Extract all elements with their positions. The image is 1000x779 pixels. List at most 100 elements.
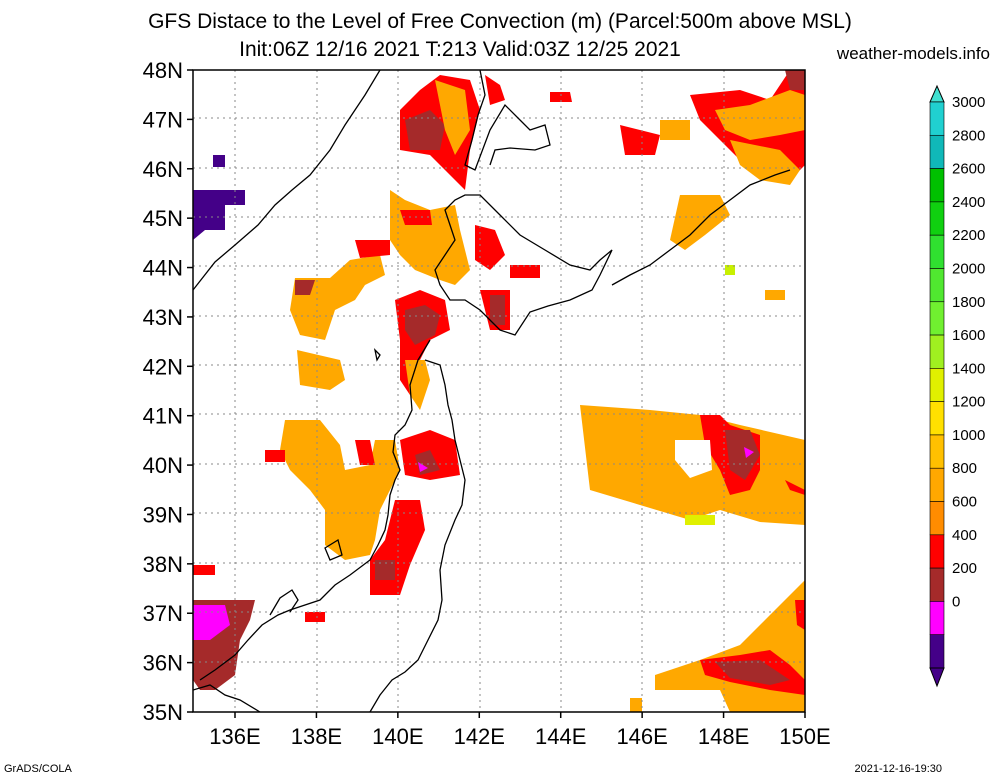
coastline-hokkaido (434, 194, 613, 336)
lon-label: 142E (454, 724, 505, 749)
coastlines (193, 70, 791, 712)
colorbar-swatch (929, 201, 945, 236)
shade-field (405, 110, 445, 150)
lat-label: 46N (143, 157, 183, 182)
lat-label: 47N (143, 107, 183, 132)
shade-field (725, 265, 735, 275)
shade-field (405, 305, 440, 345)
shade-field (765, 290, 785, 300)
shade-field (375, 560, 395, 580)
colorbar-swatch (929, 134, 945, 169)
colorbar-label: 0 (952, 593, 960, 610)
plot-frame (192, 69, 806, 713)
colorbar-label: 400 (952, 527, 977, 544)
lat-label: 45N (143, 206, 183, 231)
lat-label: 44N (143, 256, 183, 281)
colorbar-label: 600 (952, 494, 977, 511)
colorbar-swatch (929, 467, 945, 502)
shade-field (295, 280, 315, 295)
shade-field (213, 155, 225, 167)
colorbar-swatch (929, 101, 945, 136)
colorbar-label: 2600 (952, 161, 985, 178)
lon-label: 138E (291, 724, 342, 749)
coastline-sado (324, 538, 343, 561)
shade-field (510, 265, 540, 278)
lat-label: 40N (143, 453, 183, 478)
colorbar-label: 2200 (952, 227, 985, 244)
footer-credit: GrADS/COLA (4, 763, 72, 775)
colorbar-swatch (929, 501, 945, 536)
lat-label: 38N (143, 552, 183, 577)
colorbar: 3000280026002400220020001800160014001200… (929, 84, 985, 688)
colorbar-swatch (929, 601, 945, 636)
shade-field (390, 190, 470, 285)
shade-field (355, 240, 390, 258)
colorbar-label: 3000 (952, 94, 985, 111)
chart-title-line2: Init:06Z 12/16 2021 T:213 Valid:03Z 12/2… (239, 38, 681, 61)
shade-field (730, 140, 800, 185)
shade-field (290, 255, 385, 340)
coastline-okushiri (373, 348, 381, 362)
colorbar-label: 2800 (952, 127, 985, 144)
colorbar-label: 1000 (952, 427, 985, 444)
lon-label: 144E (535, 724, 586, 749)
coastline-kyushu (193, 684, 261, 712)
colorbar-label: 1400 (952, 360, 985, 377)
lat-label: 48N (143, 58, 183, 83)
lat-label: 43N (143, 305, 183, 330)
colorbar-swatch (929, 401, 945, 436)
shade-field (670, 195, 730, 250)
lat-label: 39N (143, 502, 183, 527)
shade-field (785, 70, 805, 90)
colorbar-swatch (929, 534, 945, 569)
colorbar-swatch (929, 268, 945, 303)
colorbar-swatch (929, 301, 945, 336)
lat-ticks (187, 69, 193, 713)
lfc-shading (193, 70, 805, 712)
coastline-kurils (611, 169, 791, 286)
shade-field (193, 565, 215, 575)
footer-timestamp: 2021-12-16-19:30 (854, 763, 942, 775)
shade-field (675, 440, 712, 478)
longitude-labels: 136E 138E 140E 142E 144E 146E 148E 150E (209, 724, 830, 749)
lat-label: 41N (143, 404, 183, 429)
lat-label: 37N (143, 601, 183, 626)
colorbar-label: 1200 (952, 394, 985, 411)
shade-field (405, 360, 430, 410)
grid-lines (193, 70, 805, 712)
shade-field (655, 580, 805, 712)
colorbar-swatch (929, 334, 945, 369)
lon-label: 148E (698, 724, 749, 749)
coastline-noto (269, 589, 299, 616)
colorbar-swatch (929, 234, 945, 269)
lat-label: 35N (143, 700, 183, 725)
colorbar-bottom-arrow (929, 667, 945, 688)
shade-field (660, 120, 690, 140)
colorbar-swatch (929, 434, 945, 469)
shade-field (265, 450, 285, 462)
shade-field (475, 225, 505, 270)
shade-field (785, 480, 805, 495)
shade-field (297, 350, 345, 390)
coastline-asia (193, 70, 381, 291)
shade-field (305, 612, 325, 622)
colorbar-swatch (929, 168, 945, 203)
shade-field (744, 447, 754, 458)
lon-label: 150E (779, 724, 830, 749)
shade-field (715, 90, 805, 140)
shade-field (715, 660, 790, 685)
shade-field (630, 698, 642, 712)
lon-ticks (234, 712, 806, 718)
shade-field (418, 462, 428, 472)
shade-field (490, 295, 505, 325)
colorbar-swatch (929, 567, 945, 602)
shade-field (280, 420, 400, 560)
shade-field (620, 125, 660, 155)
lon-label: 136E (209, 724, 260, 749)
colorbar-label: 2400 (952, 194, 985, 211)
shade-field (355, 440, 375, 465)
shade-field (725, 430, 760, 480)
lon-label: 146E (616, 724, 667, 749)
lon-label: 140E (372, 724, 423, 749)
shade-field (193, 605, 230, 640)
